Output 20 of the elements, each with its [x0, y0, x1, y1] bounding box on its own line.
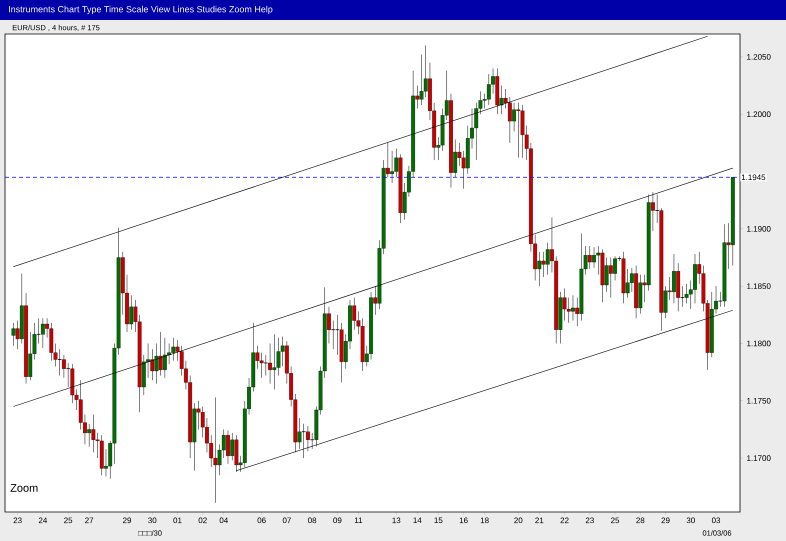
annotation: Zoom [10, 484, 38, 492]
candlestick [613, 256, 617, 281]
candlestick [272, 334, 276, 390]
candlestick [62, 354, 66, 378]
candlestick [264, 354, 268, 376]
candlestick [516, 102, 520, 158]
candlestick [158, 332, 163, 376]
candlestick [162, 337, 167, 378]
candlestick [58, 348, 62, 376]
candlestick [87, 423, 92, 447]
candlestick [306, 426, 310, 452]
candlestick [508, 96, 512, 144]
candlestick [608, 257, 613, 298]
candlestick [213, 397, 218, 504]
candlestick [171, 337, 176, 361]
text: Instruments Chart Type Time Scale View Lines Studies Zoom Help [9, 6, 272, 14]
candlestick [12, 322, 16, 346]
candlestick [129, 295, 134, 330]
candlestick [588, 246, 592, 270]
candlestick [40, 318, 45, 348]
